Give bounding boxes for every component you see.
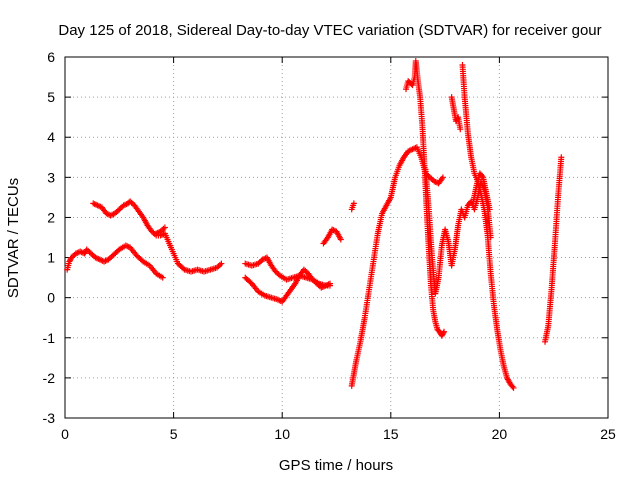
data-point: [510, 384, 517, 391]
series-arc-13: [470, 170, 493, 213]
data-point: [440, 330, 447, 337]
y-tick-label: 3: [47, 169, 55, 185]
series-arc-2: [90, 198, 225, 275]
series-arc-1: [64, 242, 166, 281]
series-arc-6: [320, 226, 344, 247]
data-point: [159, 274, 166, 281]
data-point: [439, 174, 446, 181]
y-tick-label: 5: [47, 89, 55, 105]
data-point: [441, 328, 448, 335]
x-tick-label: 5: [170, 426, 178, 442]
grid: [65, 57, 608, 418]
x-tick-label: 0: [61, 426, 69, 442]
y-tick-label: -2: [43, 370, 56, 386]
y-axis-title: SDTVAR / TECUs: [5, 178, 22, 298]
series-arc-3: [153, 224, 168, 237]
data-point: [457, 126, 464, 133]
data-point: [558, 154, 565, 161]
x-tick-label: 20: [492, 426, 508, 442]
data-point: [247, 279, 254, 286]
data-point: [326, 280, 333, 287]
data-point: [218, 260, 225, 267]
y-tick-label: 1: [47, 250, 55, 266]
x-axis-title: GPS time / hours: [279, 457, 393, 474]
data-points: [64, 58, 565, 391]
data-point: [124, 243, 131, 250]
y-tick-label: 0: [47, 290, 55, 306]
y-tick-label: 6: [47, 49, 55, 65]
x-tick-label: 10: [274, 426, 290, 442]
chart-title: Day 125 of 2018, Sidereal Day-to-day VTE…: [58, 22, 601, 39]
y-tick-label: 2: [47, 209, 55, 225]
series-arc-5: [242, 266, 333, 305]
y-tick-label: -1: [43, 330, 56, 346]
data-point: [479, 172, 486, 179]
data-point: [350, 200, 357, 207]
series-arc-11: [448, 94, 464, 133]
data-point: [337, 236, 344, 243]
y-tick-label: 4: [47, 129, 55, 145]
data-point: [509, 383, 516, 390]
x-tick-label: 25: [600, 426, 616, 442]
series-arc-10: [422, 166, 494, 297]
tick-labels: 0 5 10 15 20 25 -3 -2 -1 0 1 2 3 4 5 6: [43, 49, 616, 442]
axis-ticks: [64, 56, 609, 419]
data-point: [161, 224, 168, 231]
data-point: [486, 206, 493, 213]
series-arc-14: [542, 154, 565, 345]
x-tick-label: 15: [383, 426, 399, 442]
series-arc-8: [348, 200, 357, 213]
plot-frame: [64, 56, 609, 419]
y-tick-label: -3: [43, 410, 56, 426]
series-arc-12: [459, 62, 517, 391]
